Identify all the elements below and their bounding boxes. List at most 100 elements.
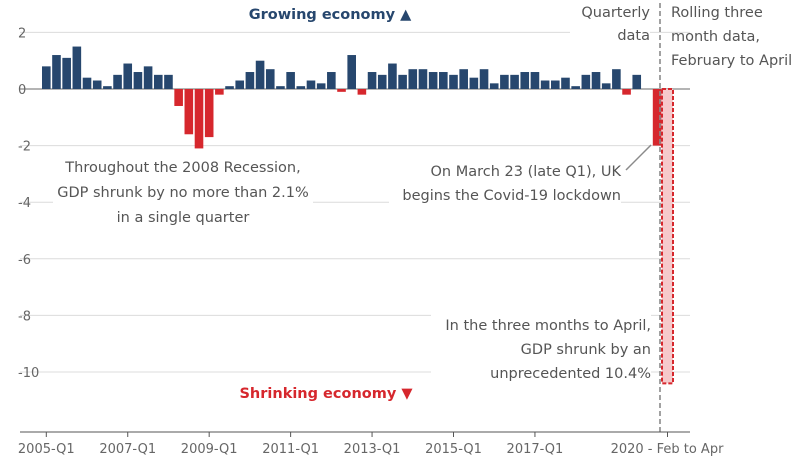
y-tick-label: -10 [18,366,39,381]
bar-2018-Q1 [571,86,580,89]
bar-2005-Q1 [42,66,51,89]
bar-2019-Q3 [632,74,642,89]
april-annotation: In the three months to April, GDP shrunk … [431,309,651,385]
bar-2010-Q1 [245,72,255,89]
bar-2016-Q2 [500,74,509,89]
bar-2011-Q4 [316,83,326,89]
recession-annotation: Throughout the 2008 Recession, GDP shrunk… [53,150,313,229]
bar-2008-Q3 [184,89,194,135]
bar-2007-Q4 [153,74,163,89]
bar-2009-Q2 [215,89,224,95]
lockdown-leader-line [625,144,652,171]
quarterly-data-label: Quarterly data [570,0,650,47]
y-tick-label: -4 [18,196,31,211]
y-tick-label: -8 [18,309,31,324]
bar-2012-Q2 [337,89,346,92]
bar-2019-Q1 [612,69,621,89]
bar-2012-Q1 [327,72,336,89]
bar-2011-Q1 [286,72,295,89]
bar-rolling-feb-apr [661,88,674,385]
bar-2009-Q3 [225,86,234,89]
bar-2017-Q2 [540,80,550,89]
bar-2009-Q4 [235,80,245,89]
y-tick-label: -2 [18,140,31,155]
bar-2006-Q3 [103,86,112,89]
bar-2008-Q2 [174,89,183,106]
bar-2013-Q3 [388,63,397,89]
bar-2017-Q3 [551,80,560,89]
bar-2007-Q3 [143,66,153,89]
recession-annotation-line: Throughout the 2008 Recession, [64,160,300,176]
bar-2013-Q1 [367,72,377,89]
recession-annotation-backdrop [53,150,313,229]
lockdown-annotation: On March 23 (late Q1), UK begins the Covi… [389,155,621,207]
bar-2006-Q2 [92,80,102,89]
rolling-data-label-line: Rolling three [671,5,763,21]
rolling-data-label-line: February to April [671,53,792,69]
growing-economy-label: Growing economy ▲ [249,7,412,23]
x-axis: 2005-Q1 2007-Q1 2009-Q1 2011-Q1 2013-Q1 2015-… [18,431,725,457]
bar-2016-Q1 [489,83,499,89]
bar-2010-Q3 [265,69,275,89]
bar-2009-Q1 [204,89,214,138]
lockdown-annotation-backdrop [389,155,621,207]
x-tick-label: 2005-Q1 [18,442,75,457]
bar-2017-Q1 [530,72,540,89]
bar-2014-Q1 [408,69,418,89]
bar-2006-Q4 [113,74,122,89]
x-tick-label: 2017-Q1 [507,442,564,457]
quarterly-bars [42,46,662,149]
bar-2011-Q2 [296,86,306,89]
bar-2010-Q4 [276,86,285,89]
bar-2016-Q3 [510,74,519,89]
bar-2018-Q2 [581,74,591,89]
bar-2005-Q3 [62,57,71,89]
bar-2015-Q2 [459,69,468,89]
april-annotation-line: GDP shrunk by an [521,342,651,358]
x-tick-label: 2015-Q1 [425,442,482,457]
y-tick-label: 0 [18,83,26,98]
lockdown-annotation-line: On March 23 (late Q1), UK [430,164,621,180]
rolling-data-label: Rolling three month data, February to Apri… [671,5,792,69]
bar-2007-Q2 [133,72,143,89]
bar-2008-Q4 [194,89,204,149]
y-axis-ticks: 2 0 -2 -4 -6 -8 -10 [18,26,39,381]
annotations: Growing economy ▲ Shrinking economy ▼ Quar… [53,0,792,402]
x-tick-label-rolling: 2020 - Feb to Apr [611,442,725,457]
quarterly-data-label-line: Quarterly [581,5,650,21]
bar-2017-Q4 [561,77,570,89]
april-annotation-line: unprecedented 10.4% [490,366,651,382]
bar-2015-Q1 [449,74,458,89]
bar-2007-Q1 [123,63,133,89]
april-annotation-backdrop [431,309,651,385]
bar-2005-Q4 [72,46,82,89]
y-tick-label: 2 [18,26,26,41]
bar-2008-Q1 [164,74,173,89]
rolling-bar-group [659,3,674,432]
x-tick-label: 2011-Q1 [262,442,319,457]
x-tick-label: 2009-Q1 [181,442,238,457]
bar-2005-Q2 [52,55,61,89]
bar-2011-Q3 [306,80,316,89]
april-annotation-line: In the three months to April, [445,318,651,334]
bar-2014-Q3 [428,72,438,89]
quarterly-data-label-backdrop [570,0,650,47]
bar-2013-Q4 [398,74,407,89]
bar-2016-Q4 [520,72,530,89]
bar-2014-Q2 [418,69,428,89]
x-tick-label: 2007-Q1 [99,442,156,457]
bar-2019-Q2 [622,89,631,95]
bar-2015-Q4 [479,69,489,89]
shrinking-economy-label: Shrinking economy ▼ [239,386,413,402]
quarterly-data-label-line: data [617,28,650,44]
bar-2010-Q2 [255,60,265,89]
x-tick-label: 2013-Q1 [344,442,401,457]
recession-annotation-line: in a single quarter [117,210,250,226]
bar-2018-Q3 [591,72,601,89]
bar-2013-Q2 [377,74,387,89]
bar-2020-Q1 [652,89,662,146]
recession-annotation-line: GDP shrunk by no more than 2.1% [57,185,308,201]
bar-2015-Q3 [469,77,479,89]
lockdown-annotation-line: begins the Covid-19 lockdown [402,188,621,204]
